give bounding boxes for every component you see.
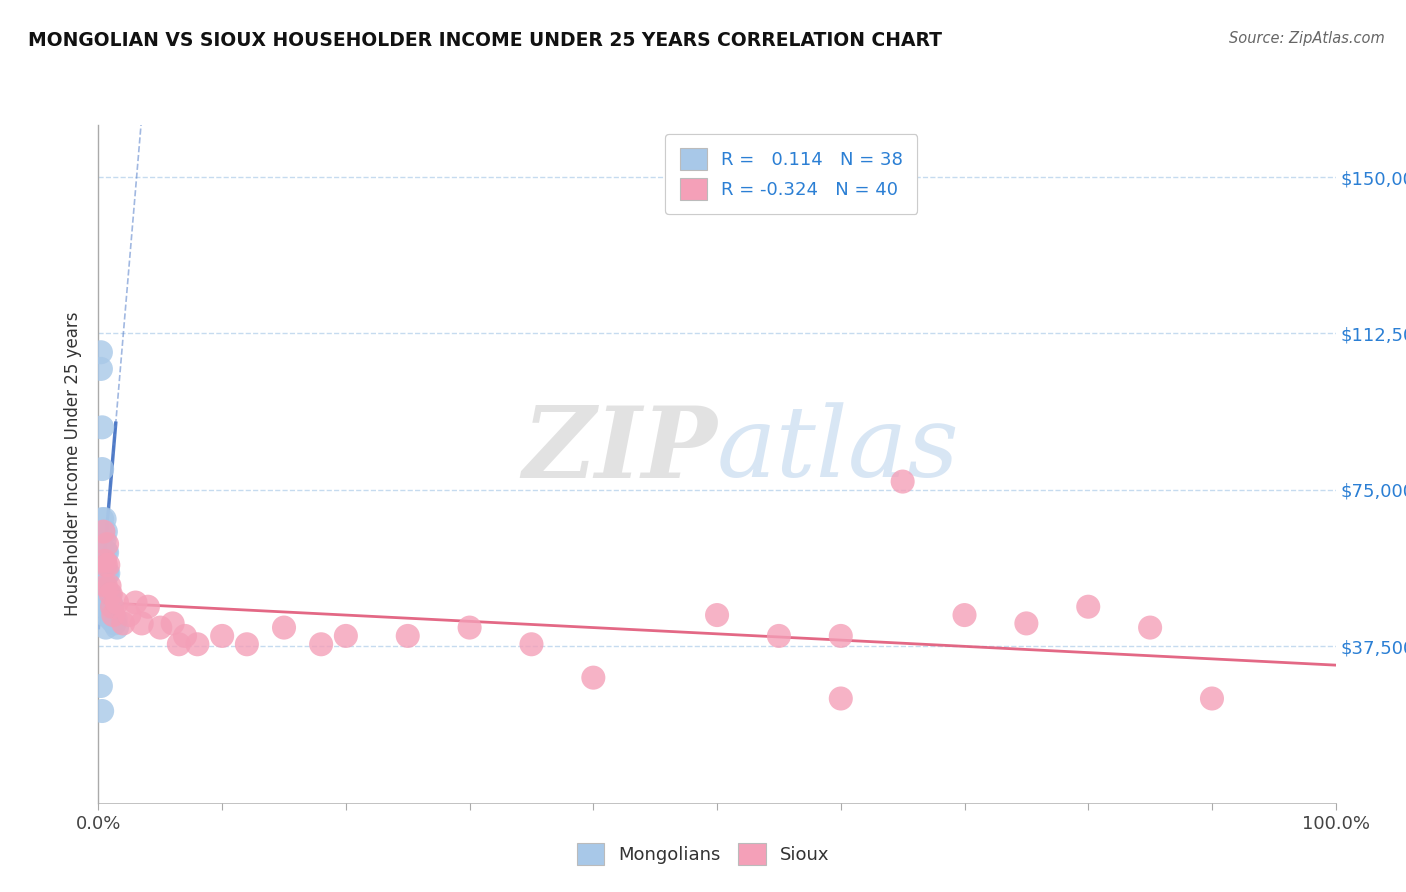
Point	[236, 637, 259, 651]
Point	[94, 566, 117, 581]
Point	[94, 621, 117, 635]
Point	[211, 629, 233, 643]
Point	[98, 579, 121, 593]
Point	[103, 608, 125, 623]
Point	[103, 616, 125, 631]
Point	[706, 608, 728, 623]
Point	[93, 554, 115, 568]
Point	[520, 637, 543, 651]
Text: atlas: atlas	[717, 402, 960, 498]
Point	[100, 587, 122, 601]
Point	[91, 420, 114, 434]
Point	[94, 579, 117, 593]
Point	[174, 629, 197, 643]
Point	[101, 599, 124, 614]
Text: MONGOLIAN VS SIOUX HOUSEHOLDER INCOME UNDER 25 YEARS CORRELATION CHART: MONGOLIAN VS SIOUX HOUSEHOLDER INCOME UN…	[28, 31, 942, 50]
Point	[96, 587, 118, 601]
Point	[131, 616, 153, 631]
Point	[94, 608, 117, 623]
Point	[1077, 599, 1099, 614]
Point	[90, 679, 112, 693]
Point	[96, 599, 118, 614]
Point	[93, 524, 115, 539]
Point	[97, 566, 120, 581]
Point	[186, 637, 208, 651]
Point	[103, 608, 125, 623]
Legend: R =   0.114   N = 38, R = -0.324   N = 40: R = 0.114 N = 38, R = -0.324 N = 40	[665, 134, 918, 214]
Point	[101, 599, 124, 614]
Point	[1139, 621, 1161, 635]
Point	[582, 671, 605, 685]
Point	[105, 621, 128, 635]
Point	[90, 362, 112, 376]
Point	[93, 533, 115, 547]
Point	[93, 545, 115, 559]
Point	[830, 691, 852, 706]
Point	[97, 587, 120, 601]
Point	[830, 629, 852, 643]
Point	[98, 587, 121, 601]
Point	[891, 475, 914, 489]
Y-axis label: Householder Income Under 25 years: Householder Income Under 25 years	[65, 311, 83, 616]
Point	[100, 596, 122, 610]
Point	[167, 637, 190, 651]
Point	[1015, 616, 1038, 631]
Point	[91, 512, 114, 526]
Point	[90, 345, 112, 359]
Point	[97, 608, 120, 623]
Point	[93, 554, 115, 568]
Point	[100, 612, 122, 626]
Point	[93, 574, 115, 589]
Point	[98, 599, 121, 614]
Point	[91, 704, 114, 718]
Point	[1201, 691, 1223, 706]
Point	[953, 608, 976, 623]
Point	[396, 629, 419, 643]
Point	[124, 596, 146, 610]
Point	[768, 629, 790, 643]
Legend: Mongolians, Sioux: Mongolians, Sioux	[568, 834, 838, 874]
Point	[118, 608, 141, 623]
Point	[93, 587, 115, 601]
Point	[94, 558, 117, 572]
Point	[458, 621, 481, 635]
Text: ZIP: ZIP	[522, 402, 717, 499]
Point	[94, 587, 117, 601]
Point	[96, 566, 118, 581]
Point	[93, 512, 115, 526]
Point	[93, 599, 115, 614]
Point	[94, 524, 117, 539]
Point	[335, 629, 357, 643]
Point	[93, 524, 115, 539]
Text: Source: ZipAtlas.com: Source: ZipAtlas.com	[1229, 31, 1385, 46]
Point	[97, 558, 120, 572]
Point	[91, 462, 114, 476]
Point	[136, 599, 159, 614]
Point	[162, 616, 184, 631]
Point	[104, 612, 127, 626]
Point	[273, 621, 295, 635]
Point	[93, 566, 115, 581]
Point	[105, 596, 128, 610]
Point	[96, 537, 118, 551]
Point	[112, 616, 135, 631]
Point	[309, 637, 332, 651]
Point	[94, 545, 117, 559]
Point	[96, 545, 118, 559]
Point	[149, 621, 172, 635]
